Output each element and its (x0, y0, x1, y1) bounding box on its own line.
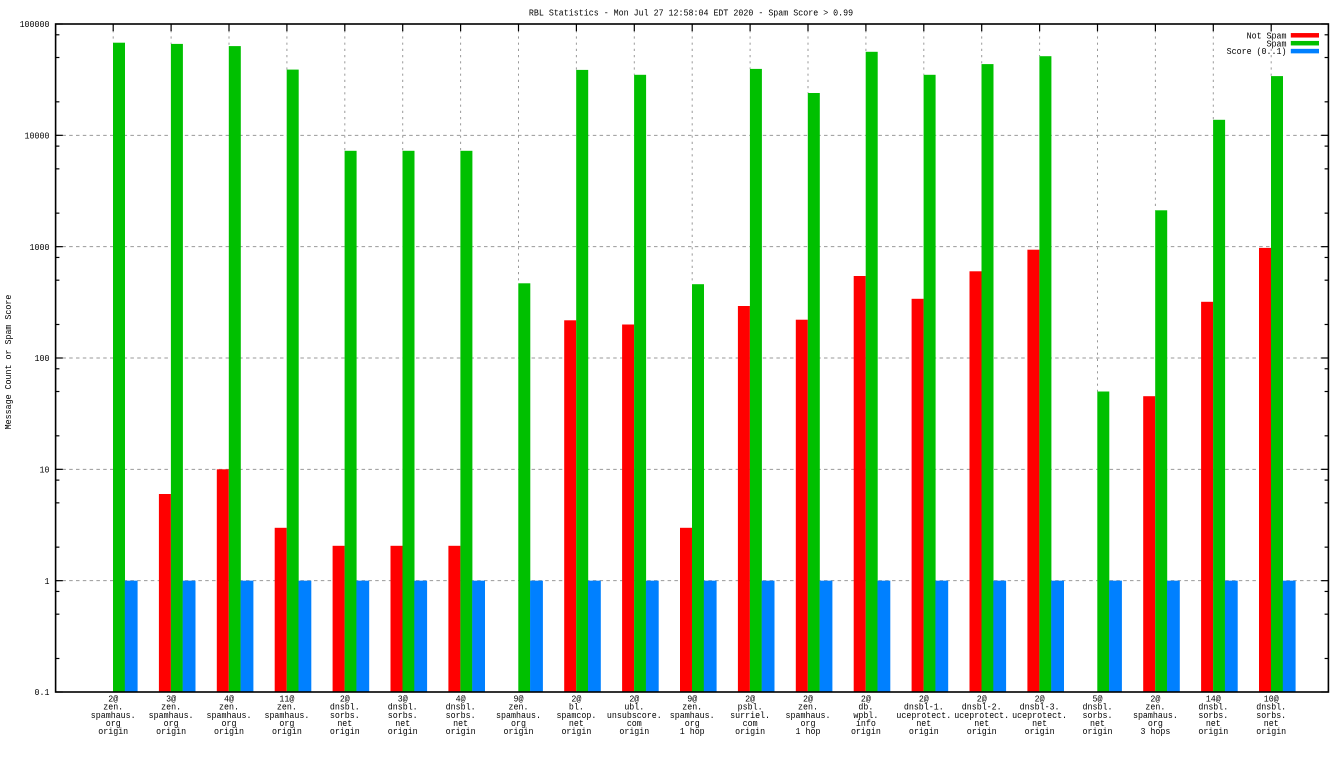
svg-text:Score (0..1): Score (0..1) (1227, 47, 1287, 57)
svg-text:Not Spam: Not Spam (1247, 31, 1287, 41)
svg-text:1: 1 (45, 576, 50, 586)
svg-text:10: 10 (40, 465, 50, 475)
svg-text:0.1: 0.1 (35, 688, 50, 698)
svg-text:100000: 100000 (20, 20, 50, 30)
svg-text:100: 100 (35, 354, 50, 364)
svg-text:Spam: Spam (1267, 39, 1287, 49)
svg-text:Message Count or Spam Score: Message Count or Spam Score (4, 295, 14, 430)
svg-text:1000: 1000 (30, 242, 50, 252)
svg-text:RBL Statistics - Mon Jul 27 12: RBL Statistics - Mon Jul 27 12:58:04 EDT… (529, 8, 853, 18)
svg-text:10000: 10000 (25, 131, 50, 141)
